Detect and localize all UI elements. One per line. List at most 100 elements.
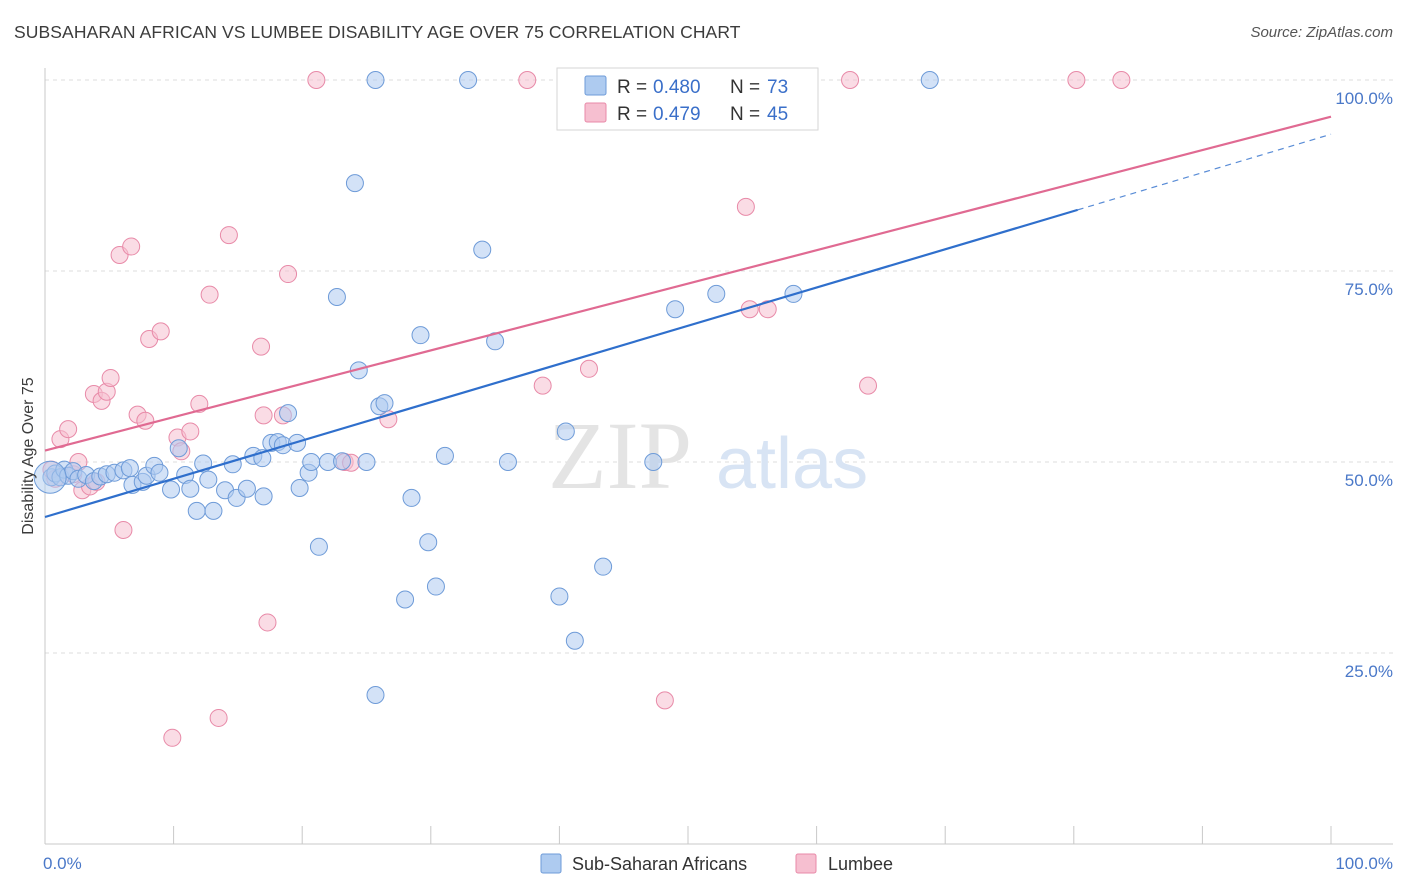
subsaharan-point xyxy=(435,446,454,465)
lumbee-point xyxy=(279,265,298,284)
subsaharan-point-large xyxy=(33,460,67,494)
chart-title: SUBSAHARAN AFRICAN VS LUMBEE DISABILITY … xyxy=(14,22,741,42)
subsaharan-point xyxy=(204,501,223,520)
subsaharan-point xyxy=(254,487,273,506)
lumbee-point xyxy=(579,359,598,378)
axes xyxy=(44,68,1393,845)
bottom-legend-label-1: Sub-Saharan Africans xyxy=(572,854,747,874)
y-tick-label: 50.0% xyxy=(1345,471,1393,490)
legend-swatch-pink xyxy=(584,102,607,123)
subsaharan-point xyxy=(169,439,188,458)
subsaharan-point xyxy=(181,479,200,498)
legend-r-value-2: 0.479 xyxy=(653,104,701,125)
subsaharan-point xyxy=(550,587,569,606)
y-axis-label: Disability Age Over 75 xyxy=(20,377,37,535)
legend: R = 0.480 N = 73 R = 0.479 N = 45 xyxy=(556,67,819,131)
subsaharan-point xyxy=(366,71,385,89)
subsaharan-point xyxy=(357,453,376,471)
trend-lines xyxy=(44,115,1332,519)
subsaharan-point xyxy=(345,174,364,193)
subsaharan-point xyxy=(594,557,613,576)
watermark: ZIP atlas xyxy=(548,402,868,509)
legend-n-label-1: N = xyxy=(730,77,760,98)
watermark-zip: ZIP xyxy=(548,402,692,509)
subsaharan-point xyxy=(419,533,438,552)
subsaharan-point xyxy=(290,478,309,497)
x-tick-label: 100.0% xyxy=(1335,854,1393,873)
lumbee-point xyxy=(254,406,273,425)
subsaharan-point xyxy=(707,284,726,303)
subsaharan-point xyxy=(187,501,206,520)
legend-n-value-2: 45 xyxy=(767,104,788,125)
subsaharan-point xyxy=(459,71,478,89)
series-subsaharan-points xyxy=(33,71,939,705)
source-label: Source: ZipAtlas.com xyxy=(1250,24,1393,41)
lumbee-point xyxy=(533,376,552,395)
subsaharan-point xyxy=(556,422,575,441)
subsaharan-point xyxy=(402,488,421,507)
lumbee-point xyxy=(859,376,878,395)
lumbee-point xyxy=(1067,71,1086,89)
y-tick-label: 75.0% xyxy=(1345,280,1393,299)
lumbee-point xyxy=(101,368,120,387)
legend-r-label-1: R = xyxy=(617,77,647,98)
lumbee-point xyxy=(151,322,170,341)
bottom-legend: Sub-Saharan Africans Lumbee xyxy=(540,853,893,874)
legend-r-value-1: 0.480 xyxy=(653,77,701,98)
lumbee-point xyxy=(219,226,238,245)
lumbee-point xyxy=(209,708,228,727)
subsaharan-trend-extension xyxy=(1077,133,1332,211)
subsaharan-point xyxy=(237,479,256,498)
y-tick-label: 100.0% xyxy=(1335,89,1393,108)
subsaharan-point xyxy=(162,480,181,499)
subsaharan-point xyxy=(333,452,352,471)
subsaharan-point xyxy=(302,453,321,471)
lumbee-point xyxy=(252,337,271,356)
x-tick-labels: 0.0% 100.0% xyxy=(43,854,1393,873)
lumbee-point xyxy=(307,71,326,89)
grid-lines xyxy=(45,79,1393,654)
subsaharan-point xyxy=(498,453,517,471)
lumbee-point xyxy=(736,197,755,216)
subsaharan-point xyxy=(309,537,328,556)
y-tick-label: 25.0% xyxy=(1345,662,1393,681)
lumbee-point xyxy=(163,728,182,747)
subsaharan-point xyxy=(366,686,385,705)
subsaharan-trend-line xyxy=(44,208,1078,519)
subsaharan-point xyxy=(565,631,584,650)
subsaharan-point xyxy=(426,577,445,596)
bottom-legend-swatch-blue xyxy=(540,853,562,874)
subsaharan-point xyxy=(920,71,939,89)
lumbee-point xyxy=(122,237,141,256)
x-tick-label: 0.0% xyxy=(43,854,82,873)
lumbee-point xyxy=(59,420,78,439)
subsaharan-point xyxy=(411,326,430,345)
lumbee-point xyxy=(655,691,674,710)
subsaharan-point xyxy=(327,287,346,306)
legend-r-label-2: R = xyxy=(617,104,647,125)
watermark-atlas: atlas xyxy=(716,424,868,504)
legend-swatch-blue xyxy=(584,75,607,96)
subsaharan-point xyxy=(644,453,663,471)
subsaharan-point xyxy=(120,459,139,478)
y-tick-labels: 25.0% 50.0% 75.0% 100.0% xyxy=(1335,89,1393,681)
lumbee-point xyxy=(518,71,537,89)
lumbee-point xyxy=(190,394,209,413)
bottom-legend-label-2: Lumbee xyxy=(828,854,893,874)
subsaharan-point xyxy=(666,300,685,319)
lumbee-point xyxy=(1112,71,1131,89)
lumbee-trend-line xyxy=(44,115,1332,452)
lumbee-point xyxy=(114,520,133,539)
legend-n-value-1: 73 xyxy=(767,77,788,98)
lumbee-point xyxy=(758,300,777,319)
subsaharan-point xyxy=(150,463,169,482)
lumbee-point xyxy=(841,71,860,89)
lumbee-point xyxy=(258,613,277,632)
subsaharan-point xyxy=(396,590,415,609)
subsaharan-point xyxy=(473,240,492,259)
subsaharan-point xyxy=(199,470,218,489)
lumbee-point xyxy=(200,285,219,304)
legend-n-label-2: N = xyxy=(730,104,760,125)
subsaharan-point xyxy=(375,394,394,413)
